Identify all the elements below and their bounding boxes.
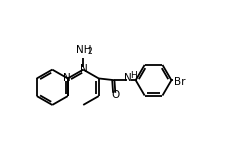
Text: N: N — [63, 73, 70, 83]
Text: 2: 2 — [87, 47, 92, 56]
Text: N: N — [124, 73, 131, 83]
Text: Br: Br — [173, 77, 184, 87]
Text: H: H — [130, 71, 136, 80]
Text: N: N — [80, 64, 88, 74]
Text: NH: NH — [76, 45, 91, 55]
Text: O: O — [111, 90, 119, 100]
